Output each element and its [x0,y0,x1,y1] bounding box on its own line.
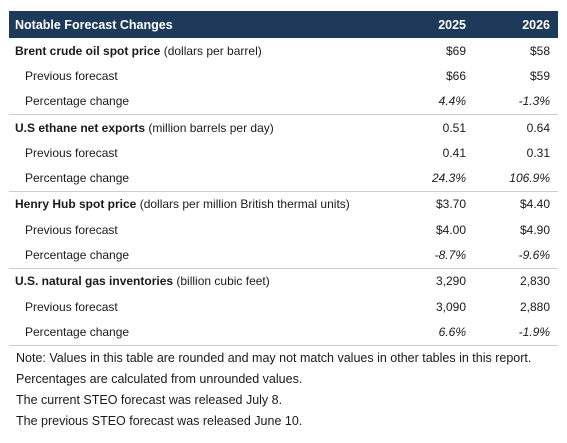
table-row: Brent crude oil spot price (dollars per … [9,38,558,63]
table-row: U.S. natural gas inventories (billion cu… [9,269,558,294]
value-2025: 0.51 [442,120,466,135]
value-2025: $69 [445,43,466,58]
note-previous-release: The previous STEO forecast was released … [16,414,303,428]
previous-2025: $66 [445,68,466,83]
table-header: Notable Forecast Changes 2025 2026 [9,11,558,38]
pct-2025: -8.7% [434,248,466,263]
previous-forecast-label: Previous forecast [25,299,118,314]
header-2025: 2025 [438,17,466,32]
percentage-change-label: Percentage change [25,171,130,186]
table-row: Percentage change 6.6% -1.9% [9,319,558,344]
percentage-change-label: Percentage change [25,324,130,339]
table-title: Notable Forecast Changes [15,17,173,32]
previous-2025: 0.41 [442,145,466,160]
previous-2025: 3,090 [435,299,466,314]
table-row: Previous forecast $4.00 $4.90 [9,217,558,242]
table-row: U.S ethane net exports (million barrels … [9,115,558,140]
table-row: Previous forecast 3,090 2,880 [9,294,558,319]
percentage-change-label: Percentage change [25,248,130,263]
pct-2025: 4.4% [438,94,466,109]
previous-forecast-label: Previous forecast [25,68,118,83]
table-row: Previous forecast $66 $59 [9,63,558,88]
note-current-release: The current STEO forecast was released J… [16,393,283,407]
row-unit: (million barrels per day) [148,120,274,135]
table-notes: Note: Values in this table are rounded a… [16,348,546,432]
table-group: U.S ethane net exports (million barrels … [9,115,558,192]
table-row: Percentage change 24.3% 106.9% [9,165,558,190]
previous-2025: $4.00 [435,222,466,237]
table-row: Percentage change 4.4% -1.3% [9,89,558,114]
value-2025: $3.70 [435,197,466,212]
pct-2026: -9.6% [518,248,550,263]
value-2026: $4.40 [519,197,550,212]
pct-2026: -1.3% [518,94,550,109]
table-row: Henry Hub spot price (dollars per millio… [9,192,558,217]
header-2026: 2026 [522,17,550,32]
row-title: Brent crude oil spot price [15,43,161,58]
row-unit: (dollars per million British thermal uni… [139,197,350,212]
previous-forecast-label: Previous forecast [25,222,118,237]
row-title: U.S ethane net exports [15,120,146,135]
pct-2025: 24.3% [431,171,466,186]
previous-forecast-label: Previous forecast [25,145,118,160]
value-2026: 2,830 [519,274,550,289]
forecast-table: Notable Forecast Changes 2025 2026 Brent… [9,11,558,346]
previous-2026: 2,880 [519,299,550,314]
value-2026: $58 [529,43,550,58]
row-unit: (billion cubic feet) [176,274,270,289]
pct-2026: 106.9% [509,171,550,186]
pct-2026: -1.9% [518,324,550,339]
table-row: Previous forecast 0.41 0.31 [9,140,558,165]
table-group: Henry Hub spot price (dollars per millio… [9,192,558,269]
value-2025: 3,290 [435,274,466,289]
note-rounding: Note: Values in this table are rounded a… [16,351,532,386]
previous-2026: $59 [529,68,550,83]
row-title: U.S. natural gas inventories [15,274,174,289]
previous-2026: $4.90 [519,222,550,237]
value-2026: 0.64 [526,120,550,135]
row-title: Henry Hub spot price [15,197,137,212]
table-row: Percentage change -8.7% -9.6% [9,242,558,267]
previous-2026: 0.31 [526,145,550,160]
pct-2025: 6.6% [438,324,466,339]
table-group: Brent crude oil spot price (dollars per … [9,38,558,115]
table-group: U.S. natural gas inventories (billion cu… [9,269,558,346]
row-unit: (dollars per barrel) [163,43,262,58]
percentage-change-label: Percentage change [25,94,130,109]
